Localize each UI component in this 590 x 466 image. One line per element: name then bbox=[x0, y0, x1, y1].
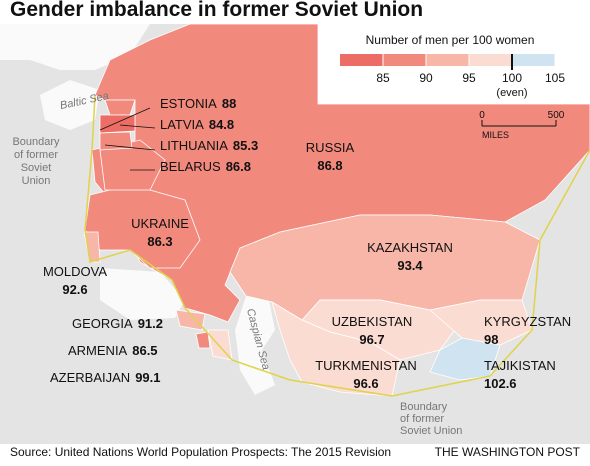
country-value: 99.1 bbox=[135, 370, 160, 385]
country-value: 86.8 bbox=[226, 159, 251, 174]
country-name: ARMENIA bbox=[68, 343, 128, 358]
boundary-line bbox=[84, 94, 590, 397]
title: Gender imbalance in former Soviet Union bbox=[10, 0, 423, 21]
country-value: 102.6 bbox=[484, 376, 517, 391]
country-name: LATVIA bbox=[160, 117, 204, 132]
country-value: 85.3 bbox=[233, 138, 258, 153]
boundary-note: of former bbox=[14, 149, 58, 161]
baltic-sea bbox=[40, 80, 100, 130]
country-name: AZERBAIJAN bbox=[50, 370, 130, 385]
country-value: 86.3 bbox=[147, 234, 172, 249]
boundary-note: Boundary bbox=[400, 401, 448, 413]
country-shape bbox=[99, 114, 136, 134]
legend-swatch bbox=[426, 54, 469, 66]
legend-swatch bbox=[383, 54, 426, 66]
leader-line bbox=[99, 107, 151, 131]
legend-title: Number of men per 100 women bbox=[366, 33, 535, 47]
legend-tick-label: 100 bbox=[502, 71, 522, 85]
boundary-note: Soviet bbox=[21, 162, 52, 174]
legend-swatch bbox=[340, 54, 383, 66]
country-shape bbox=[195, 331, 211, 349]
country-value: 91.2 bbox=[138, 316, 163, 331]
source: Source: United Nations World Population … bbox=[10, 445, 391, 459]
country-name: ESTONIA bbox=[160, 96, 217, 111]
country-name: RUSSIA bbox=[306, 140, 355, 155]
leader-line bbox=[104, 144, 156, 151]
boundary-note: of former bbox=[400, 413, 444, 425]
country-name: KAZAKHSTAN bbox=[367, 240, 453, 255]
country-shape bbox=[104, 99, 136, 116]
legend-tick-label: 105 bbox=[545, 71, 565, 85]
leader-line bbox=[119, 124, 156, 129]
legend-swatch bbox=[512, 54, 555, 66]
credit: THE WASHINGTON POST bbox=[435, 445, 581, 459]
boundary-note: Soviet Union bbox=[400, 425, 462, 437]
legend-tick-label: 90 bbox=[419, 71, 433, 85]
country-name: BELARUS bbox=[160, 159, 221, 174]
country-value: 92.6 bbox=[62, 282, 87, 297]
country-name: UKRAINE bbox=[131, 216, 189, 231]
legend-swatch bbox=[469, 54, 512, 66]
legend-tick-label: 85 bbox=[376, 71, 390, 85]
country-value: 88 bbox=[222, 96, 236, 111]
legend-tick-label: 95 bbox=[462, 71, 476, 85]
black-sea bbox=[100, 268, 185, 320]
boundary-note: Union bbox=[22, 175, 51, 187]
country-value: 86.8 bbox=[317, 158, 342, 173]
scale-unit: MILES bbox=[482, 130, 509, 140]
country-name: GEORGIA bbox=[72, 316, 133, 331]
country-name: LITHUANIA bbox=[160, 138, 228, 153]
country-value: 98 bbox=[484, 332, 498, 347]
country-name: MOLDOVA bbox=[43, 264, 107, 279]
caspian-sea bbox=[235, 290, 275, 395]
country-name: TURKMENISTAN bbox=[315, 358, 417, 373]
country-value: 96.7 bbox=[359, 332, 384, 347]
country-name: KYRGYZSTAN bbox=[484, 314, 571, 329]
legend-even-label: (even) bbox=[496, 87, 527, 99]
country-name: TAJIKISTAN bbox=[484, 358, 556, 373]
country-shape bbox=[99, 139, 166, 191]
country-name: UZBEKISTAN bbox=[332, 314, 413, 329]
scale-label: 0 bbox=[479, 110, 485, 121]
country-shape bbox=[175, 309, 206, 331]
scale-label: 500 bbox=[548, 110, 565, 121]
country-value: 93.4 bbox=[397, 258, 423, 273]
country-value: 96.6 bbox=[353, 376, 378, 391]
country-value: 86.5 bbox=[132, 343, 157, 358]
country-value: 84.8 bbox=[209, 117, 234, 132]
boundary-note: Boundary bbox=[12, 136, 60, 148]
